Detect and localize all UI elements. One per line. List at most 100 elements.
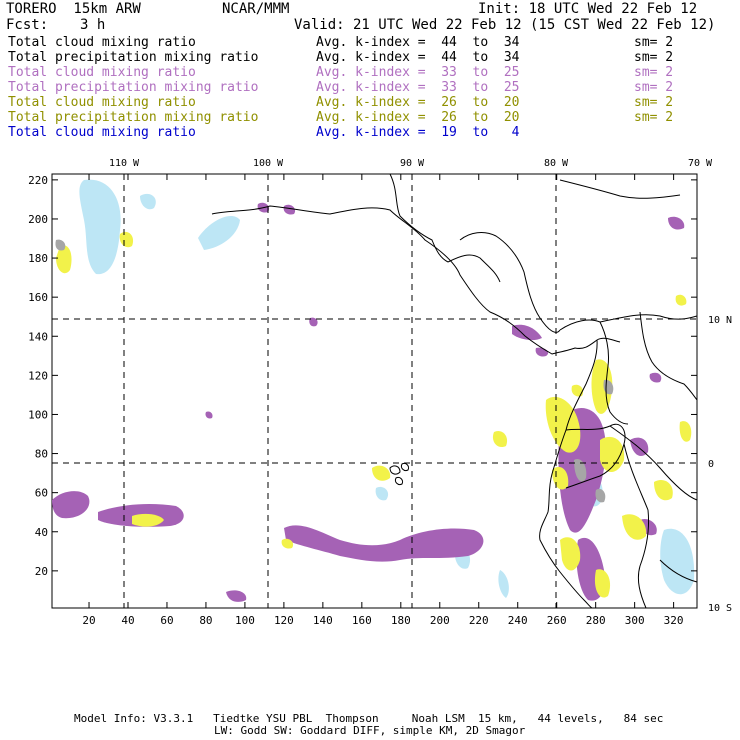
x-tick-label: 320 (664, 614, 684, 627)
coastline (401, 463, 409, 471)
yellow-shading (132, 513, 164, 527)
legend-k-index: Avg. k-index = 33 to 25 (316, 65, 520, 80)
legend-k-index: Avg. k-index = 44 to 34 (316, 35, 520, 50)
x-tick-label: 100 (235, 614, 255, 627)
yellow-shading (119, 231, 134, 248)
yellow-shading (492, 430, 508, 448)
purple-shading (283, 204, 296, 215)
y-tick-label: 120 (28, 369, 48, 382)
latitude-label: 10 N (708, 315, 732, 326)
purple-shading (284, 525, 484, 562)
longitude-label: 110 W (109, 158, 140, 169)
valid-time: Valid: 21 UTC Wed 22 Feb 12 (15 CST Wed … (294, 17, 716, 33)
legend-field-name: Total cloud mixing ratio (8, 95, 196, 110)
light_blue-shading (498, 570, 509, 598)
coastline (211, 205, 621, 355)
lat-lon-grid (52, 174, 697, 608)
legend-k-index: Avg. k-index = 33 to 25 (316, 80, 520, 95)
coastline (639, 311, 698, 401)
legend-field-name: Total cloud mixing ratio (8, 65, 196, 80)
longitude-label: 80 W (544, 158, 569, 169)
yellow-shading (571, 384, 584, 397)
coastline (623, 443, 649, 609)
init-time: Init: 18 UTC Wed 22 Feb 12 (478, 1, 698, 17)
coastlines (211, 173, 698, 609)
x-tick-label: 180 (391, 614, 411, 627)
x-tick-label: 80 (199, 614, 212, 627)
purple-shading (52, 491, 90, 519)
coastline (599, 321, 629, 425)
yellow-shading (622, 514, 647, 540)
center-name: NCAR/MMM (222, 1, 290, 17)
legend-field-name: Total precipitation mixing ratio (8, 110, 259, 125)
coastline (459, 232, 561, 333)
x-tick-label: 20 (82, 614, 95, 627)
yellow-shading (560, 537, 581, 571)
legend-k-index: Avg. k-index = 44 to 34 (316, 50, 520, 65)
map-frame (51, 173, 698, 609)
legend-k-index: Avg. k-index = 26 to 20 (316, 95, 520, 110)
y-tick-label: 200 (28, 213, 48, 226)
yellow-shading (372, 465, 391, 481)
legend-smoothing: sm= 2 (634, 35, 674, 50)
purple-shading (205, 411, 213, 419)
legend-smoothing: sm= 2 (634, 50, 674, 65)
yellow-shading (545, 396, 581, 453)
legend-smoothing: sm= 2 (634, 65, 674, 80)
gray-shading (55, 239, 66, 251)
x-tick-label: 160 (352, 614, 372, 627)
model-info-line1: Model Info: V3.3.1 Tiedtke YSU PBL Thomp… (74, 712, 664, 725)
x-tick-label: 60 (160, 614, 173, 627)
model-title: TORERO 15km ARW (6, 1, 141, 17)
longitude-label: 90 W (400, 158, 425, 169)
legend-field-name: Total precipitation mixing ratio (8, 80, 259, 95)
legend-smoothing: sm= 2 (634, 95, 674, 110)
longitude-label: 100 W (253, 158, 284, 169)
coastline (559, 179, 681, 199)
legend-smoothing: sm= 2 (634, 110, 674, 125)
x-tick-label: 300 (625, 614, 645, 627)
latitude-label: 10 S (708, 603, 732, 614)
purple-shading (226, 590, 247, 602)
yellow-shading (654, 479, 673, 501)
purple-shading (649, 372, 662, 383)
purple-shading (309, 317, 318, 327)
gray-shading (595, 488, 606, 503)
x-tick-label: 220 (469, 614, 489, 627)
yellow-shading (281, 538, 294, 549)
light_blue-shading (375, 486, 389, 501)
x-tick-label: 120 (274, 614, 294, 627)
y-tick-label: 140 (28, 330, 48, 343)
light_blue-shading (198, 216, 240, 250)
x-tick-label: 200 (430, 614, 450, 627)
light_blue-shading (79, 179, 121, 275)
yellow-shading (675, 294, 687, 306)
gray-shading (574, 458, 587, 482)
model-info-line2: LW: Godd SW: Goddard DIFF, simple KM, 2D… (214, 724, 526, 737)
coastline (539, 339, 598, 609)
yellow-shading (594, 569, 611, 598)
legend-k-index: Avg. k-index = 19 to 4 (316, 125, 520, 140)
y-tick-label: 80 (35, 448, 48, 461)
x-tick-label: 260 (547, 614, 567, 627)
coastline (389, 173, 449, 263)
legend-field-name: Total cloud mixing ratio (8, 125, 196, 140)
legend-field-name: Total precipitation mixing ratio (8, 50, 259, 65)
y-tick-label: 180 (28, 252, 48, 265)
latitude-label: 0 (708, 459, 714, 470)
coastline (447, 254, 501, 283)
forecast-label: Fcst: (6, 17, 49, 33)
yellow-shading (679, 421, 692, 442)
lat-lon-labels: 110 W 100 W 90 W 80 W 70 W 10 N 0 10 S (109, 158, 732, 614)
x-tick-label: 40 (121, 614, 134, 627)
legend-k-index: Avg. k-index = 26 to 20 (316, 110, 520, 125)
coastline (389, 465, 401, 475)
y-tick-label: 20 (35, 565, 48, 578)
legend-smoothing: sm= 2 (634, 80, 674, 95)
y-tick-label: 220 (28, 174, 48, 187)
y-tick-label: 40 (35, 526, 48, 539)
light_blue-shading (140, 193, 156, 210)
coastline (609, 425, 698, 501)
purple-shading (512, 324, 542, 341)
